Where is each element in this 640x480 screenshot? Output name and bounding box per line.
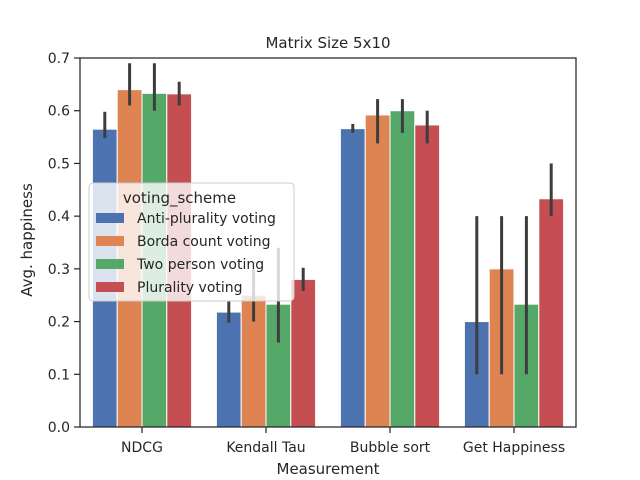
legend-swatch	[96, 259, 124, 269]
x-axis-label: Measurement	[277, 460, 380, 478]
legend-label: Anti-plurality voting	[137, 211, 276, 227]
bar-anti-plurality-voting-bubble-sort	[339, 128, 366, 428]
legend-title: voting_scheme	[123, 189, 236, 208]
y-axis-label: Avg. happiness	[18, 183, 36, 297]
y-tick-label: 0.2	[48, 315, 70, 331]
bar-borda-count-voting-bubble-sort	[364, 114, 391, 428]
x-tick-label: NDCG	[121, 440, 163, 456]
legend-label: Two person voting	[136, 257, 264, 273]
bar-plurality-voting-bubble-sort	[414, 124, 441, 428]
y-tick-label: 0.5	[48, 156, 70, 172]
bar-plurality-voting-get-happiness	[538, 198, 565, 428]
y-tick-label: 0.6	[48, 104, 70, 120]
y-tick-label: 0.4	[48, 209, 70, 225]
bar-anti-plurality-voting-kendall-tau	[215, 311, 242, 428]
bar-two-person-voting-bubble-sort	[389, 110, 416, 428]
legend-swatch	[96, 213, 124, 223]
y-tick-label: 0.7	[48, 51, 70, 67]
chart-title: Matrix Size 5x10	[265, 34, 390, 52]
legend: voting_scheme Anti-plurality voting Borda …	[88, 182, 295, 302]
legend-box	[88, 182, 295, 302]
y-tick-label: 0.3	[48, 262, 70, 278]
axes-frame	[79, 57, 577, 428]
x-tick-label: Kendall Tau	[226, 440, 305, 456]
y-tick-label: 0.0	[48, 420, 70, 436]
y-tick-label: 0.1	[48, 367, 70, 383]
legend-label: Borda count voting	[137, 234, 271, 250]
bar-plurality-voting-kendall-tau	[290, 278, 317, 428]
legend-swatch	[96, 236, 124, 246]
legend-label: Plurality voting	[137, 280, 243, 296]
x-tick-label: Get Happiness	[463, 440, 565, 456]
x-tick-label: Bubble sort	[350, 440, 431, 456]
legend-swatch	[96, 282, 124, 292]
